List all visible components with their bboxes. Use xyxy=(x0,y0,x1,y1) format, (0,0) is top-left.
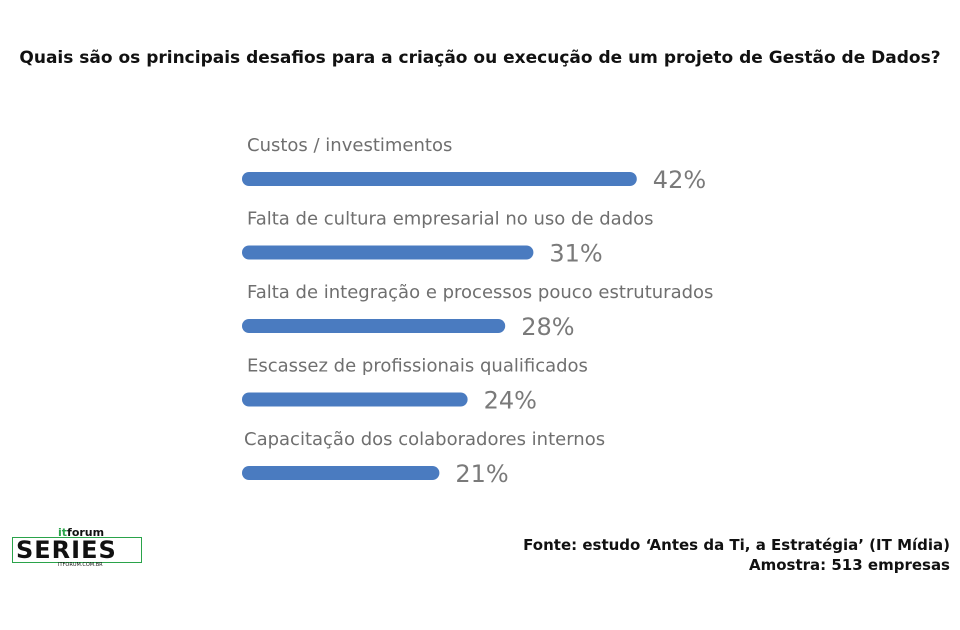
category-label: Escassez de profissionais qualificados xyxy=(247,356,588,377)
source-note: Fonte: estudo ‘Antes da Ti, a Estratégia… xyxy=(523,535,950,575)
bar xyxy=(242,172,637,186)
logo-subtext: ITFORUM.COM.BR xyxy=(58,562,103,568)
bar xyxy=(242,466,440,480)
category-label: Custos / investimentos xyxy=(247,135,452,156)
value-label: 21% xyxy=(455,460,508,488)
sample-line: Amostra: 513 empresas xyxy=(748,556,950,574)
value-label: 28% xyxy=(521,313,574,341)
source-line: Fonte: estudo ‘Antes da Ti, a Estratégia… xyxy=(523,536,950,554)
logo-word: SERIES xyxy=(16,536,117,564)
value-label: 31% xyxy=(549,240,602,268)
category-label: Falta de integração e processos pouco es… xyxy=(247,282,713,303)
logo-prefix: it xyxy=(58,526,68,539)
chart-title: Quais são os principais desafios para a … xyxy=(19,48,941,68)
logo-frame xyxy=(12,537,142,563)
category-label: Falta de cultura empresarial no uso de d… xyxy=(247,209,654,230)
category-label: Capacitação dos colaboradores internos xyxy=(244,429,605,450)
logo-brand: forum xyxy=(67,526,105,539)
bar xyxy=(242,319,506,333)
logo-top-text: itforum xyxy=(58,527,104,538)
bar xyxy=(242,392,468,407)
value-label: 42% xyxy=(653,166,706,194)
itforum-series-logo: itforum SERIES ITFORUM.COM.BR xyxy=(12,527,144,568)
bar xyxy=(242,245,534,260)
bar-chart: Custos / investimentos 42% Falta de cultur… xyxy=(242,135,713,488)
value-label: 24% xyxy=(484,387,537,415)
